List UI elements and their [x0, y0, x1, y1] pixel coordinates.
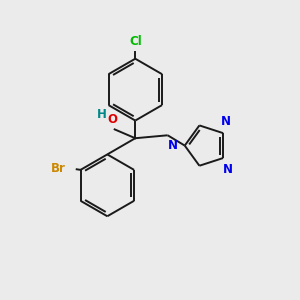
Text: N: N — [168, 139, 178, 152]
Text: H: H — [97, 108, 107, 122]
Text: N: N — [223, 163, 232, 176]
Text: Br: Br — [51, 162, 66, 175]
Text: Cl: Cl — [129, 35, 142, 48]
Text: O: O — [108, 113, 118, 126]
Text: N: N — [220, 115, 230, 128]
